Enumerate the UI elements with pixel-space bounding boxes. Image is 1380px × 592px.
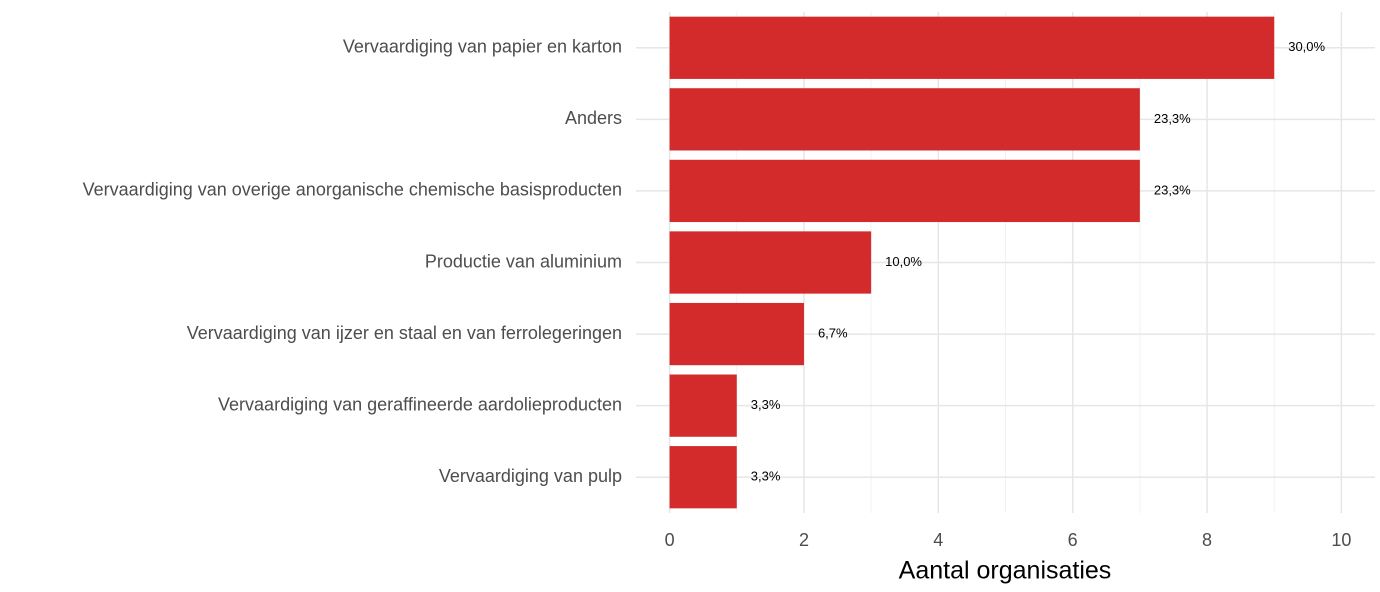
x-tick-label: 0 xyxy=(665,530,675,550)
value-label: 10,0% xyxy=(885,254,922,269)
y-tick-label: Vervaardiging van pulp xyxy=(439,466,622,486)
value-label: 6,7% xyxy=(818,326,848,341)
y-tick-label: Vervaardiging van overige anorganische c… xyxy=(83,180,622,200)
x-tick-label: 10 xyxy=(1331,530,1351,550)
value-label: 30,0% xyxy=(1288,39,1325,54)
y-tick-label: Vervaardiging van ijzer en staal en van … xyxy=(187,323,622,343)
y-tick-label: Vervaardiging van papier en karton xyxy=(343,37,622,57)
bar xyxy=(669,302,804,366)
value-label: 3,3% xyxy=(751,397,781,412)
x-tick-label: 2 xyxy=(799,530,809,550)
x-tick-label: 8 xyxy=(1202,530,1212,550)
y-tick-label: Productie van aluminium xyxy=(425,251,622,271)
bar xyxy=(669,231,872,294)
x-axis-title: Aantal organisaties xyxy=(899,557,1112,585)
bar xyxy=(669,159,1140,223)
bar xyxy=(669,88,1140,151)
value-label: 3,3% xyxy=(751,469,781,484)
x-tick-label: 4 xyxy=(933,530,943,550)
bar xyxy=(669,16,1275,79)
value-label: 23,3% xyxy=(1154,111,1191,126)
value-label: 23,3% xyxy=(1154,182,1191,197)
y-tick-label: Vervaardiging van geraffineerde aardolie… xyxy=(218,394,622,414)
bar xyxy=(669,374,737,437)
x-tick-label: 6 xyxy=(1068,530,1078,550)
bar xyxy=(669,446,737,509)
y-tick-label: Anders xyxy=(565,108,622,128)
